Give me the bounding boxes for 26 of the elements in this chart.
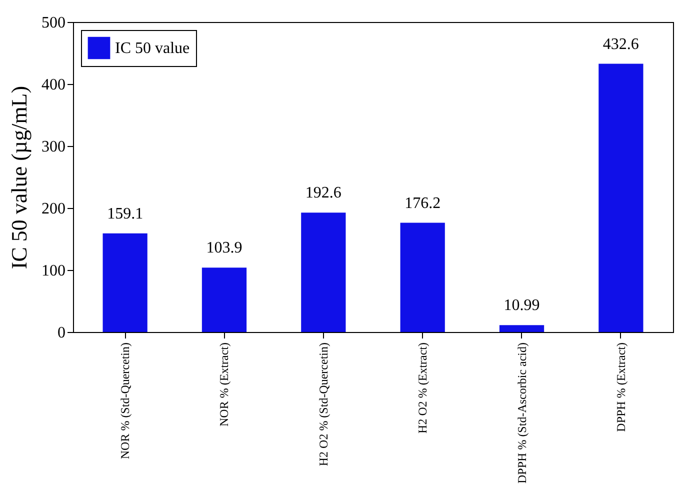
data-label: 159.1 — [107, 205, 144, 222]
x-tick-label: NOR % (Extract) — [217, 342, 232, 426]
data-label: 103.9 — [206, 240, 242, 257]
data-label: 192.6 — [305, 184, 342, 202]
x-tick-label: H2 O2 % (Std-Quercetin) — [316, 342, 330, 466]
y-tick-label: 100 — [42, 262, 66, 280]
bar — [499, 325, 544, 332]
x-tick-label: NOR % (Std-Quercetin) — [118, 342, 132, 460]
legend-label: IC 50 value — [115, 40, 190, 57]
data-label: 10.99 — [504, 297, 540, 314]
y-tick-label: 200 — [42, 200, 66, 218]
bar — [202, 268, 247, 332]
x-tick-label: DPPH % (Extract) — [614, 342, 628, 432]
y-axis-title: IC 50 value (µg/mL) — [6, 86, 32, 270]
bar — [102, 233, 148, 332]
x-tick-label: H2 O2 % (Extract) — [416, 342, 430, 434]
bar — [400, 222, 445, 332]
bar — [598, 64, 644, 332]
y-tick-label: 0 — [58, 324, 66, 342]
data-label: 176.2 — [404, 194, 441, 212]
y-tick-label: 400 — [42, 76, 66, 94]
x-tick-label: DPPH % (Std-Ascorbic acid) — [514, 342, 529, 484]
y-tick-label: 500 — [42, 14, 66, 32]
bar — [301, 212, 346, 332]
y-tick-label: 300 — [42, 138, 66, 156]
data-label: 432.6 — [602, 36, 639, 53]
